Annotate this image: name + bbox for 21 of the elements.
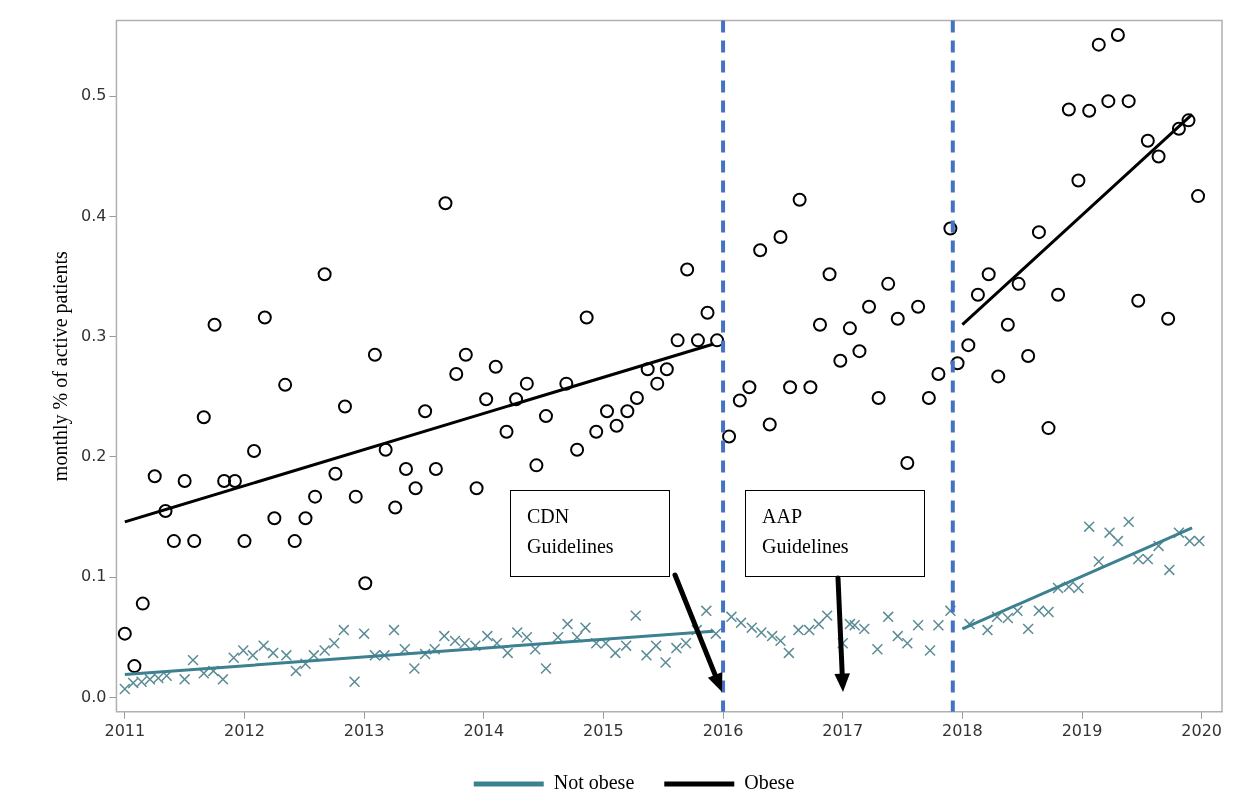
- y-tick-label: 0.2: [80, 446, 107, 466]
- x-tick-label: 2020: [1181, 720, 1223, 740]
- legend-label: Obese: [744, 771, 795, 794]
- x-tick-label: 2016: [702, 720, 744, 740]
- y-tick-label: 0.3: [80, 325, 107, 345]
- x-tick-label: 2015: [583, 720, 624, 740]
- x-tick-label: 2018: [942, 720, 983, 740]
- y-tick-label: 0.0: [80, 686, 107, 706]
- x-tick-label: 2019: [1061, 720, 1103, 740]
- x-tick-label: 2014: [463, 720, 505, 740]
- x-tick-label: 2012: [224, 720, 265, 740]
- x-tick-label: 2011: [104, 720, 146, 740]
- y-tick-label: 0.1: [80, 566, 107, 586]
- legend-label: Not obese: [553, 771, 635, 794]
- x-tick-label: 2013: [343, 720, 385, 740]
- y-tick-label: 0.5: [80, 85, 107, 105]
- y-tick-label: 0.4: [80, 205, 107, 225]
- y-axis-title: monthly % of active patients: [49, 251, 73, 482]
- x-tick-label: 2017: [822, 720, 864, 740]
- callout-box: CDN Guidelines: [510, 490, 670, 577]
- callout-box: AAP Guidelines: [745, 490, 925, 577]
